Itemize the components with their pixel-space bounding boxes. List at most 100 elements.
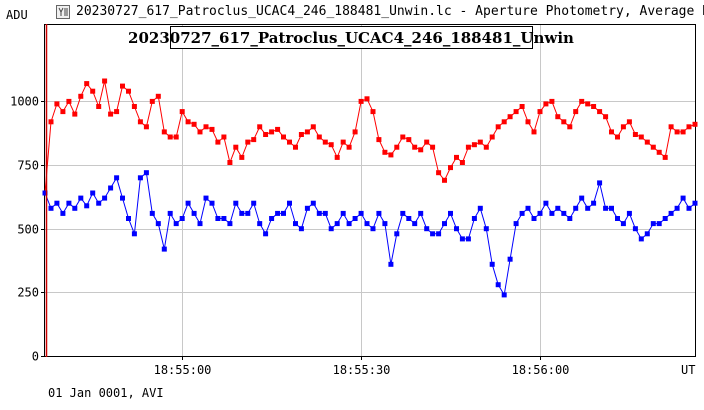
data-point bbox=[131, 231, 137, 237]
data-point bbox=[60, 109, 66, 115]
data-point bbox=[310, 200, 316, 206]
data-point bbox=[185, 119, 191, 125]
data-point bbox=[179, 216, 185, 221]
data-point bbox=[442, 177, 447, 183]
data-point bbox=[191, 121, 197, 127]
data-point bbox=[388, 152, 394, 158]
data-point bbox=[54, 200, 60, 206]
data-point bbox=[692, 121, 698, 127]
data-point bbox=[340, 139, 346, 145]
data-point bbox=[579, 98, 585, 104]
data-point bbox=[257, 221, 263, 227]
x-axis-label: UT bbox=[681, 363, 695, 377]
data-point bbox=[465, 236, 471, 242]
data-point bbox=[543, 101, 549, 107]
data-point bbox=[430, 231, 436, 237]
data-point bbox=[680, 195, 686, 201]
data-point bbox=[72, 205, 78, 211]
data-point bbox=[382, 221, 388, 227]
data-point bbox=[412, 221, 418, 227]
data-point bbox=[149, 98, 155, 104]
data-point bbox=[239, 210, 245, 216]
data-point bbox=[161, 246, 167, 252]
series-1 bbox=[42, 78, 698, 196]
data-point bbox=[185, 200, 191, 206]
data-point bbox=[567, 124, 573, 130]
data-point bbox=[102, 78, 108, 84]
data-point bbox=[459, 236, 465, 242]
data-point bbox=[370, 109, 376, 115]
data-point bbox=[668, 124, 674, 130]
data-point bbox=[573, 205, 579, 211]
data-point bbox=[382, 149, 388, 155]
data-point bbox=[227, 160, 233, 165]
data-point bbox=[513, 221, 519, 227]
data-point bbox=[257, 124, 263, 130]
data-point bbox=[394, 231, 400, 237]
data-point bbox=[233, 200, 239, 206]
data-point bbox=[108, 111, 114, 117]
data-point bbox=[525, 205, 531, 211]
data-point bbox=[424, 226, 430, 232]
data-point bbox=[609, 205, 614, 211]
data-point bbox=[233, 144, 239, 150]
data-point bbox=[72, 111, 78, 117]
data-point bbox=[269, 129, 275, 135]
data-point bbox=[304, 129, 310, 135]
data-point bbox=[632, 226, 638, 232]
data-point bbox=[579, 195, 585, 201]
data-point bbox=[477, 205, 483, 211]
data-point bbox=[334, 154, 340, 160]
data-point bbox=[442, 221, 447, 227]
data-point bbox=[60, 210, 66, 216]
data-point bbox=[418, 147, 424, 153]
data-point bbox=[143, 170, 149, 176]
data-point bbox=[495, 124, 501, 130]
lightcurve-app-icon[interactable] bbox=[56, 4, 70, 19]
data-point bbox=[483, 144, 489, 150]
data-point bbox=[281, 210, 286, 216]
data-point bbox=[269, 216, 275, 221]
data-point bbox=[471, 216, 477, 221]
data-point bbox=[239, 154, 245, 160]
data-point bbox=[340, 210, 346, 216]
data-point bbox=[656, 221, 662, 227]
data-point bbox=[197, 129, 203, 135]
y-tick-label: 750 bbox=[17, 159, 39, 173]
x-tick-label: 18:55:00 bbox=[154, 363, 212, 377]
data-point bbox=[155, 93, 161, 99]
data-point bbox=[531, 216, 537, 221]
data-point bbox=[519, 210, 525, 216]
data-point bbox=[48, 119, 54, 125]
data-point bbox=[495, 282, 501, 288]
data-point bbox=[114, 175, 120, 181]
data-point bbox=[519, 104, 525, 109]
data-point bbox=[328, 142, 334, 148]
data-point bbox=[328, 226, 334, 232]
data-point bbox=[609, 129, 614, 135]
data-point bbox=[358, 98, 364, 104]
data-point bbox=[406, 137, 412, 143]
data-point bbox=[149, 210, 155, 216]
data-point bbox=[388, 261, 394, 267]
data-point bbox=[364, 221, 370, 227]
y-tick-label: 250 bbox=[17, 286, 39, 300]
data-point bbox=[626, 210, 632, 216]
data-point bbox=[54, 101, 60, 107]
data-point bbox=[585, 205, 591, 211]
data-point bbox=[644, 139, 650, 145]
data-point bbox=[304, 205, 310, 211]
data-point bbox=[638, 236, 644, 242]
chart-title: 20230727_617_Patroclus_UCAC4_246_188481_… bbox=[128, 29, 574, 47]
data-point bbox=[555, 205, 561, 211]
data-point bbox=[114, 109, 120, 115]
series-layer bbox=[42, 78, 698, 298]
data-point bbox=[692, 200, 698, 206]
data-point bbox=[471, 142, 477, 148]
x-tick-label: 18:55:30 bbox=[333, 363, 391, 377]
data-point bbox=[281, 134, 286, 140]
data-point bbox=[549, 210, 555, 216]
data-point bbox=[191, 210, 197, 216]
data-point bbox=[352, 216, 358, 221]
